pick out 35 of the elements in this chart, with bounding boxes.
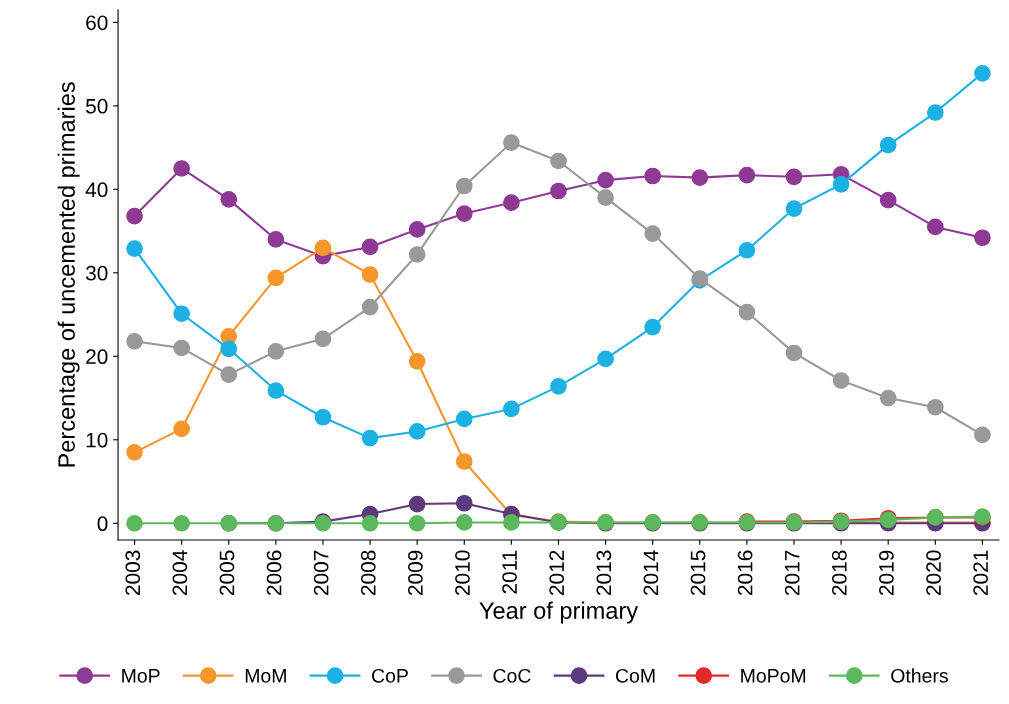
x-tick-label: 2004 bbox=[172, 550, 188, 595]
y-tick-label: 10 bbox=[86, 432, 108, 448]
y-axis-title: Percentage of uncemented primaries bbox=[57, 82, 80, 467]
x-axis-title: Year of primary bbox=[479, 601, 639, 624]
x-tick-label: 2006 bbox=[266, 550, 282, 595]
x-tick-label: 2014 bbox=[643, 550, 659, 595]
x-tick-label: 2018 bbox=[831, 550, 847, 595]
x-tick-label: 2010 bbox=[455, 550, 470, 595]
legend-label: Others bbox=[891, 668, 948, 683]
x-tick-label: 2012 bbox=[549, 550, 565, 595]
y-tick-label: 30 bbox=[85, 265, 108, 281]
legend-label: MoP bbox=[122, 669, 160, 683]
y-tick-label: 40 bbox=[85, 182, 108, 198]
legend-label: MoPoM bbox=[741, 669, 806, 683]
x-tick-label: 2011 bbox=[502, 550, 517, 594]
x-tick-label: 2008 bbox=[360, 550, 376, 595]
y-tick-label: 50 bbox=[85, 98, 108, 114]
x-tick-label: 2003 bbox=[125, 550, 141, 595]
x-tick-label: 2007 bbox=[313, 550, 329, 595]
x-tick-label: 2005 bbox=[219, 550, 235, 595]
x-tick-label: 2016 bbox=[737, 550, 753, 595]
x-tick-label: 2009 bbox=[408, 550, 423, 595]
x-tick-label: 2017 bbox=[784, 550, 800, 595]
legend-label: CoM bbox=[616, 668, 655, 683]
x-tick-label: 2013 bbox=[596, 550, 612, 595]
x-tick-label: 2020 bbox=[926, 550, 941, 595]
x-tick-label: 2021 bbox=[973, 550, 989, 595]
legend-label: CoC bbox=[493, 668, 531, 683]
legend-label: MoM bbox=[245, 669, 286, 683]
y-tick-label: 0 bbox=[97, 516, 108, 532]
legend-label: CoP bbox=[372, 668, 408, 683]
y-tick-label: 60 bbox=[86, 15, 108, 31]
x-tick-label: 2015 bbox=[690, 550, 706, 595]
y-tick-label: 20 bbox=[86, 349, 108, 365]
x-tick-label: 2019 bbox=[879, 550, 894, 595]
